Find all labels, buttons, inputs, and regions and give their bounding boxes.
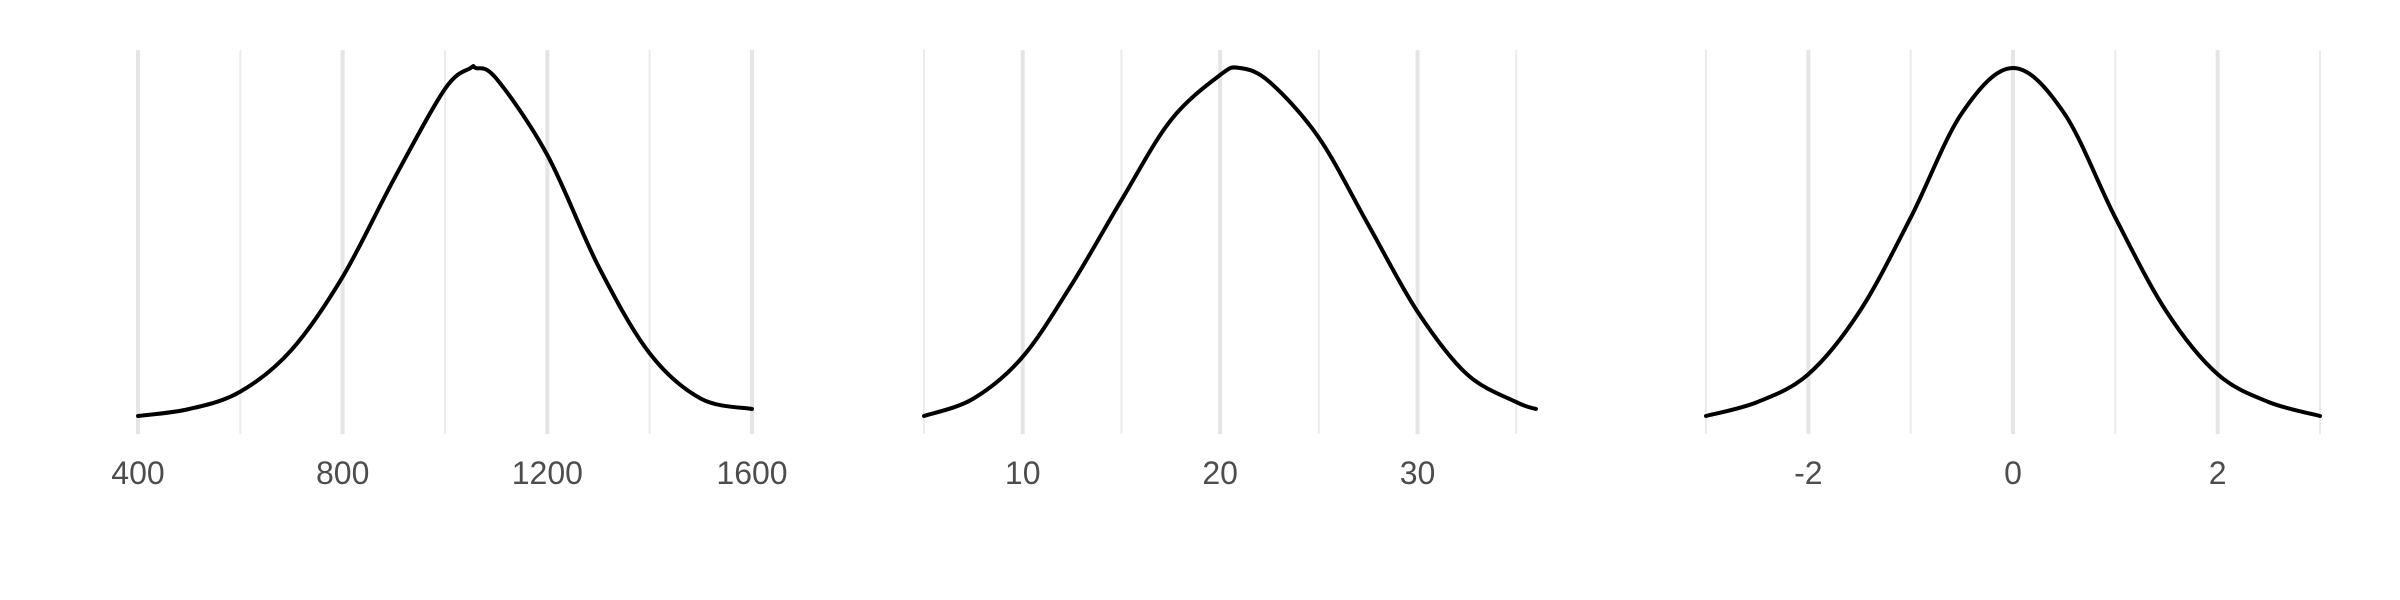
x-tick-label: 0 bbox=[2004, 455, 2022, 491]
x-tick-label: 1600 bbox=[716, 455, 787, 491]
x-tick-label: -2 bbox=[1794, 455, 1822, 491]
x-tick-label: 2 bbox=[2209, 455, 2227, 491]
density-panel-1: 400 800 1200 1600 bbox=[111, 50, 788, 491]
x-tick-label: 1200 bbox=[512, 455, 583, 491]
density-curve bbox=[922, 65, 1538, 418]
x-tick-label: 30 bbox=[1400, 455, 1436, 491]
density-curve bbox=[1704, 66, 2322, 418]
density-panel-3: -2 0 2 bbox=[1704, 50, 2322, 491]
x-tick-label: 20 bbox=[1202, 455, 1238, 491]
x-tick-label: 400 bbox=[111, 455, 164, 491]
density-curve bbox=[136, 64, 754, 418]
x-tick-label: 800 bbox=[316, 455, 369, 491]
density-panel-2: 10 20 30 bbox=[922, 50, 1538, 491]
x-tick-label: 10 bbox=[1005, 455, 1041, 491]
